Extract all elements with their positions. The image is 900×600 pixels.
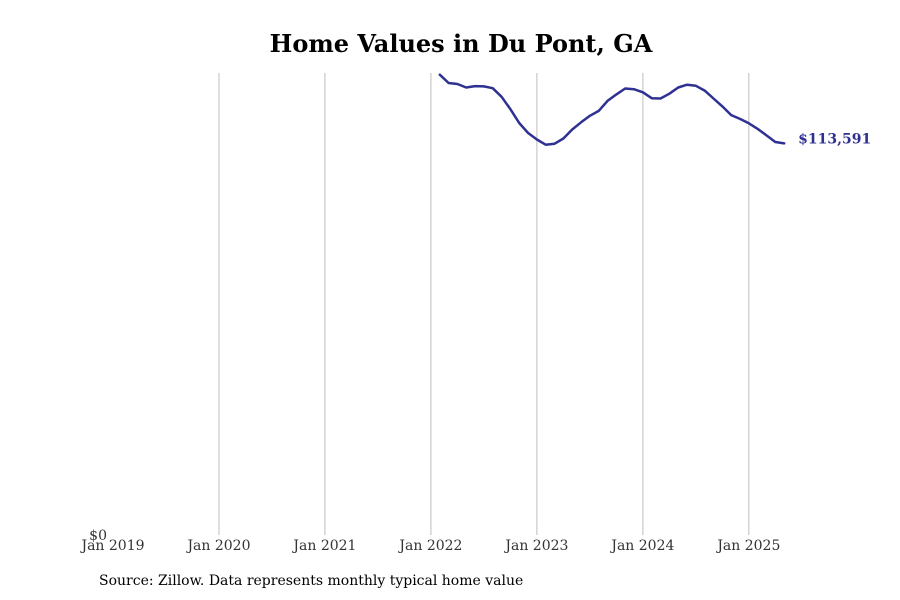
y-axis: $0	[89, 528, 107, 544]
x-tick-label: Jan 2020	[185, 538, 250, 554]
chart-title: Home Values in Du Pont, GA	[270, 29, 653, 58]
gridlines	[218, 73, 750, 535]
y-tick-label: $0	[89, 528, 107, 544]
x-axis: Jan 2019 Jan 2020 Jan 2021 Jan 2022 Jan 2023…	[79, 538, 780, 554]
series-line	[438, 73, 786, 146]
x-tick-label: Jan 2025	[715, 538, 780, 554]
series-group	[438, 73, 786, 146]
end-value-label: $113,591	[798, 131, 871, 147]
x-tick-label: Jan 2023	[503, 538, 568, 554]
x-tick-label: Jan 2021	[291, 538, 356, 554]
x-tick-label: Jan 2019	[79, 538, 144, 554]
source-note: Source: Zillow. Data represents monthly …	[99, 573, 524, 589]
x-tick-label: Jan 2024	[609, 538, 674, 554]
x-tick-label: Jan 2022	[397, 538, 462, 554]
